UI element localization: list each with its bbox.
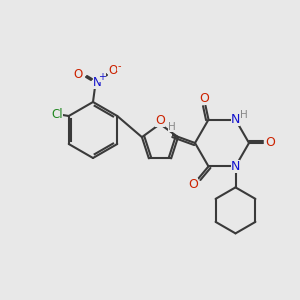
Text: H: H xyxy=(240,110,248,120)
Text: -: - xyxy=(117,61,121,71)
Text: N: N xyxy=(231,160,240,173)
Text: O: O xyxy=(74,68,82,80)
Text: Cl: Cl xyxy=(51,107,63,121)
Text: O: O xyxy=(189,178,198,191)
Text: O: O xyxy=(200,92,209,105)
Text: +: + xyxy=(98,72,106,82)
Text: O: O xyxy=(265,136,275,149)
Text: H: H xyxy=(168,122,176,132)
Text: O: O xyxy=(108,64,118,77)
Text: N: N xyxy=(93,76,101,88)
Text: O: O xyxy=(155,113,165,127)
Text: N: N xyxy=(231,113,240,126)
